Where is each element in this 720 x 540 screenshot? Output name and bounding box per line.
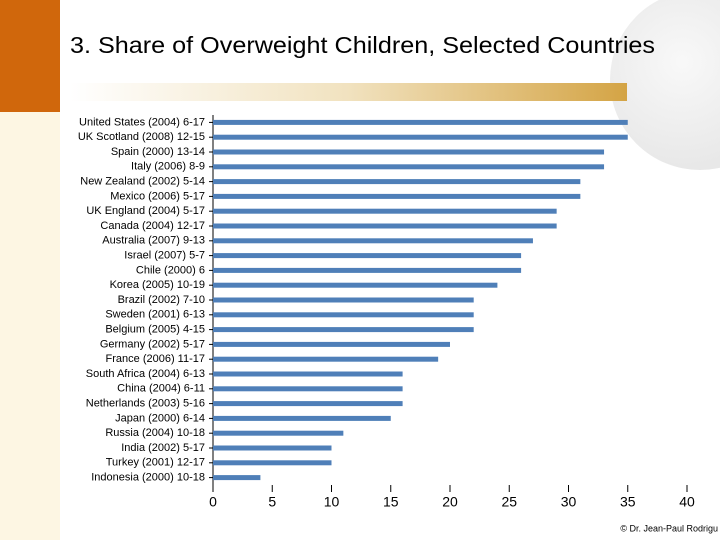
bar <box>213 401 403 407</box>
y-tick-label: Brazil (2002) 7-10 <box>118 294 205 306</box>
x-tick-label: 5 <box>268 494 276 510</box>
y-tick-label: Netherlands (2003) 5-16 <box>86 398 205 410</box>
title-bar <box>70 83 627 101</box>
bar <box>213 445 332 451</box>
bar <box>213 223 557 229</box>
y-tick-label: China (2004) 6-11 <box>117 383 205 395</box>
bar <box>213 149 605 155</box>
side-strip <box>0 112 60 540</box>
bar <box>213 415 391 421</box>
y-tick-label: South Africa (2004) 6-13 <box>86 368 205 380</box>
credit: © Dr. Jean-Paul Rodrigu <box>620 523 718 533</box>
y-tick-label: Indonesia (2000) 10-18 <box>91 472 205 484</box>
y-tick-label: Turkey (2001) 12-17 <box>106 457 205 469</box>
y-tick-label: Australia (2007) 9-13 <box>102 235 205 247</box>
x-tick-label: 20 <box>442 494 458 510</box>
bar <box>213 179 581 185</box>
y-tick-label: Spain (2000) 13-14 <box>111 146 205 158</box>
bar <box>213 312 474 318</box>
x-tick-label: 35 <box>620 494 636 510</box>
bar <box>213 356 439 362</box>
x-tick-label: 30 <box>561 494 577 510</box>
bar <box>213 134 628 140</box>
y-tick-label: New Zealand (2002) 5-14 <box>80 176 205 188</box>
y-tick-label: United States (2004) 6-17 <box>79 116 205 128</box>
y-tick-label: India (2002) 5-17 <box>121 442 205 454</box>
y-tick-label: Japan (2000) 6-14 <box>115 412 205 424</box>
x-tick-label: 25 <box>501 494 517 510</box>
y-tick-label: Canada (2004) 12-17 <box>100 220 205 232</box>
bar <box>213 341 450 347</box>
y-tick-label: Belgium (2005) 4-15 <box>105 324 205 336</box>
bar <box>213 282 498 288</box>
accent-strip <box>0 0 60 112</box>
y-tick-label: Mexico (2006) 5-17 <box>110 190 205 202</box>
bar <box>213 386 403 392</box>
bar <box>213 460 332 466</box>
y-tick-label: Italy (2006) 8-9 <box>131 161 205 173</box>
bar <box>213 327 474 333</box>
bar <box>213 164 605 170</box>
y-tick-label: UK England (2004) 5-17 <box>86 205 205 217</box>
bar <box>213 430 344 436</box>
y-tick-label: Korea (2005) 10-19 <box>110 279 205 291</box>
y-tick-label: Russia (2004) 10-18 <box>105 427 205 439</box>
globe-decoration <box>610 0 720 170</box>
bar <box>213 475 261 481</box>
bar <box>213 267 522 273</box>
bar <box>213 208 557 214</box>
bar <box>213 371 403 377</box>
y-tick-label: France (2006) 11-17 <box>106 353 205 365</box>
bar <box>213 119 628 125</box>
x-tick-label: 40 <box>679 494 695 510</box>
bar <box>213 297 474 303</box>
chart-title: 3. Share of Overweight Children, Selecte… <box>70 32 655 58</box>
y-tick-label: Israel (2007) 5-7 <box>124 250 205 262</box>
x-tick-label: 10 <box>324 494 340 510</box>
x-tick-label: 15 <box>383 494 399 510</box>
bar <box>213 193 581 199</box>
bar <box>213 253 522 259</box>
x-tick-label: 0 <box>209 494 217 510</box>
y-tick-label: Germany (2002) 5-17 <box>100 338 205 350</box>
bar <box>213 238 533 244</box>
y-tick-label: UK Scotland (2008) 12-15 <box>78 131 205 143</box>
y-tick-label: Chile (2000) 6 <box>136 264 205 276</box>
y-tick-label: Sweden (2001) 6-13 <box>105 309 205 321</box>
